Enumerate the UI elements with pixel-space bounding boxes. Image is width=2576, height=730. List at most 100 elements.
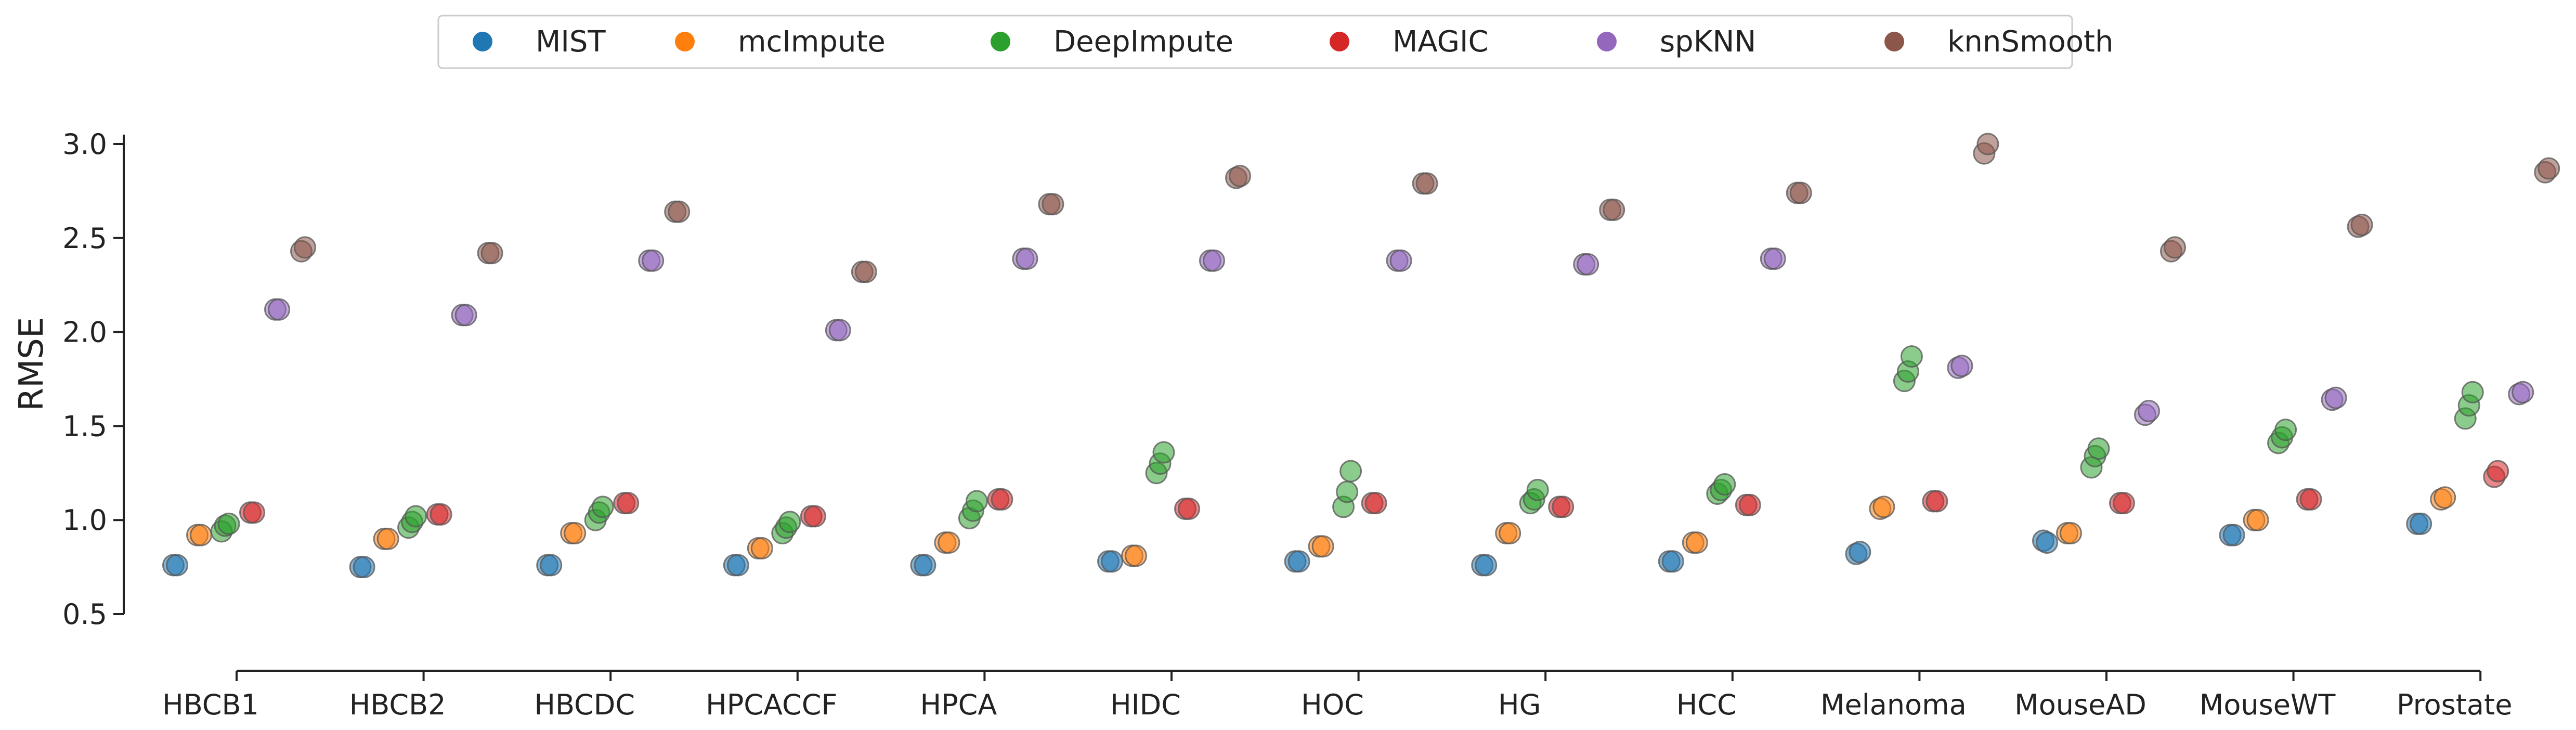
y-tick-label: 2.0 bbox=[62, 316, 107, 349]
legend-box bbox=[437, 15, 2073, 69]
series-DeepImpute bbox=[210, 345, 2484, 545]
data-point bbox=[2512, 381, 2534, 403]
data-point bbox=[2246, 509, 2269, 531]
data-point bbox=[1203, 249, 1225, 272]
x-axis: HBCB1 HBCB2 HBCDC HPCACCF HPCA HIDC HOC HG HCC Me… bbox=[162, 670, 2512, 721]
y-tick-label: 2.5 bbox=[62, 222, 107, 255]
data-point bbox=[668, 200, 691, 223]
data-point bbox=[2087, 437, 2110, 460]
data-point bbox=[642, 249, 665, 272]
data-point bbox=[268, 298, 290, 321]
x-tick-label: MouseAD bbox=[2014, 688, 2146, 721]
x-tick-label: HBCDC bbox=[534, 688, 635, 721]
data-point bbox=[2113, 492, 2135, 515]
data-point bbox=[1763, 247, 1786, 270]
data-point bbox=[965, 490, 988, 513]
legend-marker bbox=[1330, 32, 1349, 51]
data-point bbox=[1152, 441, 1175, 464]
data-point bbox=[1789, 181, 1812, 204]
data-point bbox=[1552, 496, 1575, 518]
data-point bbox=[1178, 498, 1200, 520]
legend-marker bbox=[675, 32, 695, 51]
data-point bbox=[914, 554, 936, 577]
series-MIST bbox=[162, 512, 2432, 579]
x-tick-label: HCC bbox=[1676, 688, 1737, 721]
legend: MIST mcImpute DeepImpute MAGIC spKNN knnSmoot… bbox=[437, 15, 2113, 69]
data-points bbox=[162, 133, 2560, 579]
x-tick-label: Prostate bbox=[2397, 688, 2512, 721]
legend-marker bbox=[1597, 32, 1617, 51]
y-axis: 0.5 1.0 1.5 2.0 2.5 3.0 bbox=[62, 128, 125, 631]
data-point bbox=[2461, 381, 2484, 403]
data-point bbox=[2538, 157, 2560, 180]
data-point bbox=[854, 260, 877, 283]
data-point bbox=[1526, 478, 1549, 501]
x-tick-label: HPCA bbox=[920, 688, 997, 721]
data-point bbox=[1287, 550, 1310, 573]
data-point bbox=[2138, 399, 2160, 422]
legend-marker bbox=[473, 32, 492, 51]
series-spKNN bbox=[264, 247, 2534, 426]
data-point bbox=[454, 304, 477, 327]
x-tick-label: HPCACCF bbox=[706, 688, 837, 721]
data-point bbox=[1685, 531, 1708, 554]
data-point bbox=[2164, 236, 2186, 259]
data-point bbox=[376, 527, 399, 550]
legend-label: DeepImpute bbox=[1053, 25, 1233, 59]
legend-label: MAGIC bbox=[1393, 25, 1489, 59]
data-point bbox=[2350, 213, 2373, 236]
legend-label: knnSmooth bbox=[1947, 25, 2113, 59]
data-point bbox=[243, 501, 265, 524]
data-point bbox=[1415, 172, 1438, 195]
data-point bbox=[2274, 419, 2297, 441]
y-tick-label: 0.5 bbox=[62, 598, 107, 631]
data-point bbox=[166, 554, 188, 577]
y-axis-label: RMSE bbox=[12, 317, 51, 411]
x-tick-label: MouseWT bbox=[2200, 688, 2336, 721]
data-point bbox=[190, 524, 212, 546]
x-tick-label: HOC bbox=[1301, 688, 1364, 721]
data-point bbox=[405, 505, 427, 528]
data-point bbox=[750, 537, 773, 559]
x-tick-label: HBCB2 bbox=[349, 688, 446, 721]
y-tick-label: 3.0 bbox=[62, 128, 107, 161]
data-point bbox=[1475, 554, 1498, 577]
data-point bbox=[1950, 355, 1973, 377]
data-point bbox=[1713, 473, 1736, 496]
data-point bbox=[1311, 535, 1334, 558]
data-point bbox=[1926, 490, 1948, 513]
data-point bbox=[2434, 486, 2456, 509]
data-point bbox=[1603, 199, 1625, 221]
legend-label: spKNN bbox=[1660, 25, 1756, 59]
data-point bbox=[480, 242, 503, 265]
data-point bbox=[540, 554, 563, 577]
legend-marker bbox=[991, 32, 1010, 51]
data-point bbox=[1872, 496, 1895, 518]
data-point bbox=[2060, 522, 2082, 545]
legend-marker bbox=[1884, 32, 1904, 51]
data-point bbox=[1849, 541, 1871, 564]
data-point bbox=[2036, 531, 2058, 554]
data-point bbox=[2487, 460, 2509, 483]
series-mcImpute bbox=[186, 486, 2456, 567]
data-point bbox=[1976, 133, 1999, 155]
data-point bbox=[1336, 480, 1359, 503]
y-tick-label: 1.0 bbox=[62, 504, 107, 537]
data-point bbox=[1016, 247, 1038, 270]
data-point bbox=[828, 319, 851, 342]
series-MAGIC bbox=[239, 460, 2509, 528]
data-point bbox=[1364, 492, 1387, 515]
data-point bbox=[938, 531, 960, 554]
data-point bbox=[2299, 488, 2322, 511]
data-point bbox=[991, 488, 1013, 511]
x-tick-label: HBCB1 bbox=[162, 688, 259, 721]
legend-label: MIST bbox=[536, 25, 606, 59]
x-tick-label: HIDC bbox=[1110, 688, 1181, 721]
data-point bbox=[1101, 550, 1123, 573]
data-point bbox=[217, 512, 240, 535]
data-point bbox=[803, 505, 826, 528]
series-knnSmooth bbox=[290, 133, 2560, 283]
data-point bbox=[1499, 522, 1521, 545]
data-point bbox=[2410, 512, 2432, 535]
data-point bbox=[2222, 524, 2245, 546]
